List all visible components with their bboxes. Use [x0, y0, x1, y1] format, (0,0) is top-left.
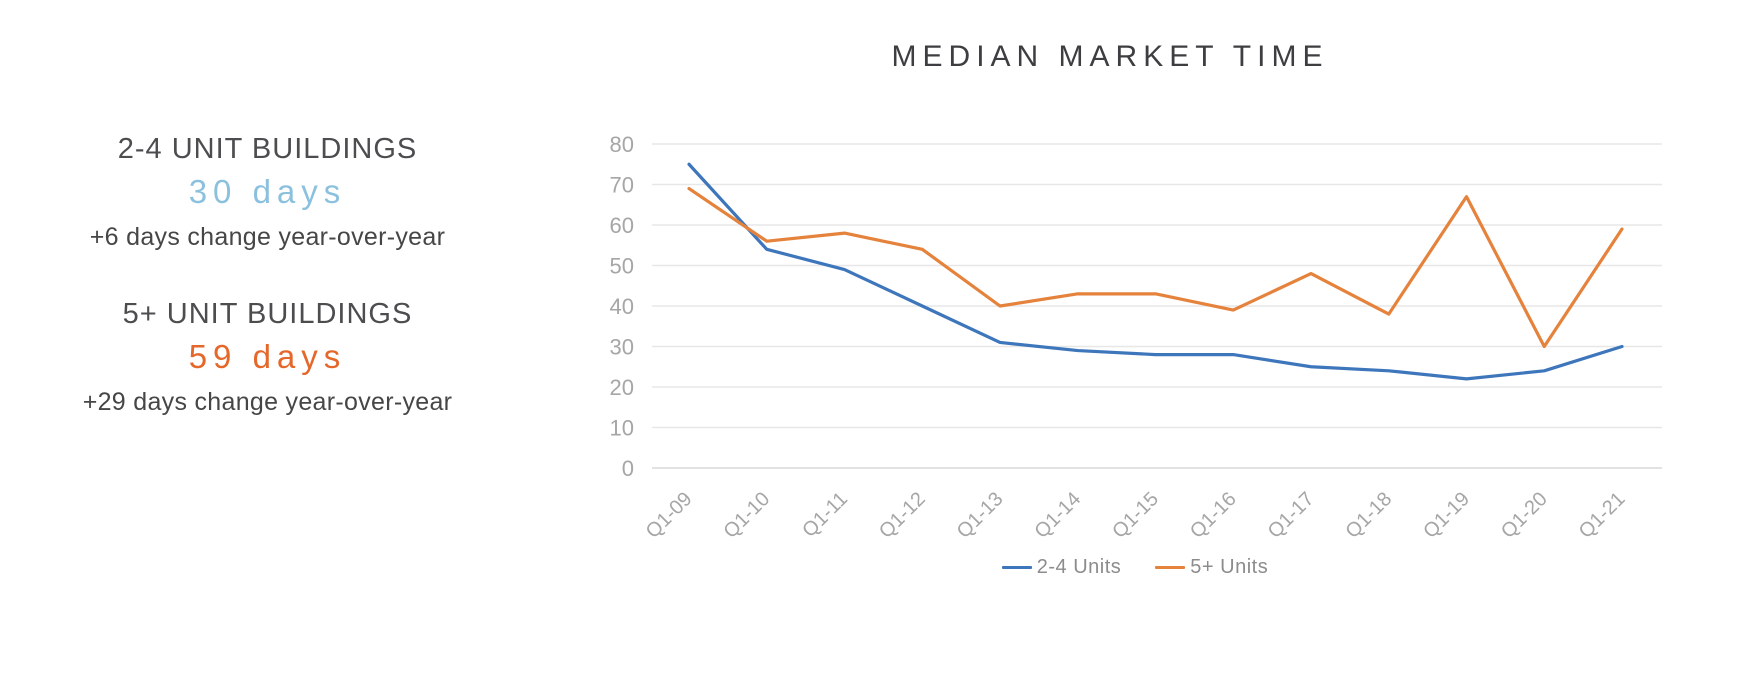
legend-item-2-4-units: 2-4 Units: [1001, 556, 1122, 579]
x-axis-tick-label: Q1-14: [1030, 488, 1085, 543]
stat-heading-2-4-units: 2-4 UNIT BUILDINGS: [117, 133, 418, 165]
stat-block-5plus-units: 5+ UNIT BUILDINGS 59 days +29 days chang…: [35, 298, 500, 417]
summary-stats-panel: 2-4 UNIT BUILDINGS 30 days +6 days chang…: [35, 0, 500, 676]
stat-block-2-4-units: 2-4 UNIT BUILDINGS 30 days +6 days chang…: [35, 133, 500, 252]
chart-title: MEDIAN MARKET TIME: [891, 40, 1329, 73]
x-axis-tick-label: Q1-21: [1575, 488, 1630, 543]
legend-label-5plus-units: 5+ Units: [1190, 556, 1269, 578]
y-axis-tick-label: 50: [610, 254, 634, 279]
chart-legend: 2-4 Units 5+ Units: [610, 556, 1660, 579]
stat-heading-5plus-units: 5+ UNIT BUILDINGS: [122, 298, 413, 330]
legend-line-swatch-blue: [1001, 566, 1032, 569]
x-axis-tick-label: Q1-13: [953, 488, 1008, 543]
x-axis-tick-label: Q1-18: [1341, 488, 1396, 543]
x-axis-tick-label: Q1-19: [1419, 488, 1474, 543]
legend-item-5plus-units: 5+ Units: [1155, 556, 1268, 579]
x-axis-tick-label: Q1-17: [1264, 488, 1319, 543]
x-axis-tick-label: Q1-11: [798, 488, 852, 542]
y-axis-tick-label: 10: [610, 416, 634, 441]
series-line-2-4-units: [687, 162, 1624, 381]
x-axis-tick-label: Q1-20: [1497, 488, 1552, 543]
legend-label-2-4-units: 2-4 Units: [1036, 556, 1122, 578]
stat-value-2-4-units: 30 days: [188, 173, 347, 210]
stat-change-2-4-units: +6 days change year-over-year: [89, 223, 446, 251]
x-axis-tick-label: Q1-10: [719, 488, 774, 543]
y-axis-tick-label: 70: [610, 173, 634, 198]
x-axis-tick-label: Q1-12: [875, 488, 930, 543]
y-axis-tick-label: 30: [610, 335, 634, 360]
y-axis-tick-label: 80: [610, 132, 634, 157]
stat-value-5plus-units: 59 days: [188, 338, 347, 375]
x-axis-tick-label: Q1-16: [1186, 488, 1241, 543]
y-axis-tick-label: 40: [610, 294, 634, 319]
y-axis-tick-label: 60: [610, 213, 634, 238]
y-axis-tick-label: 20: [610, 375, 634, 400]
legend-line-swatch-orange: [1155, 566, 1186, 569]
x-axis-tick-label: Q1-09: [642, 488, 697, 543]
y-axis-tick-label: 0: [622, 456, 634, 481]
stat-change-5plus-units: +29 days change year-over-year: [82, 388, 453, 416]
series-line-5-units: [687, 186, 1624, 349]
x-axis-tick-label: Q1-15: [1108, 488, 1163, 543]
